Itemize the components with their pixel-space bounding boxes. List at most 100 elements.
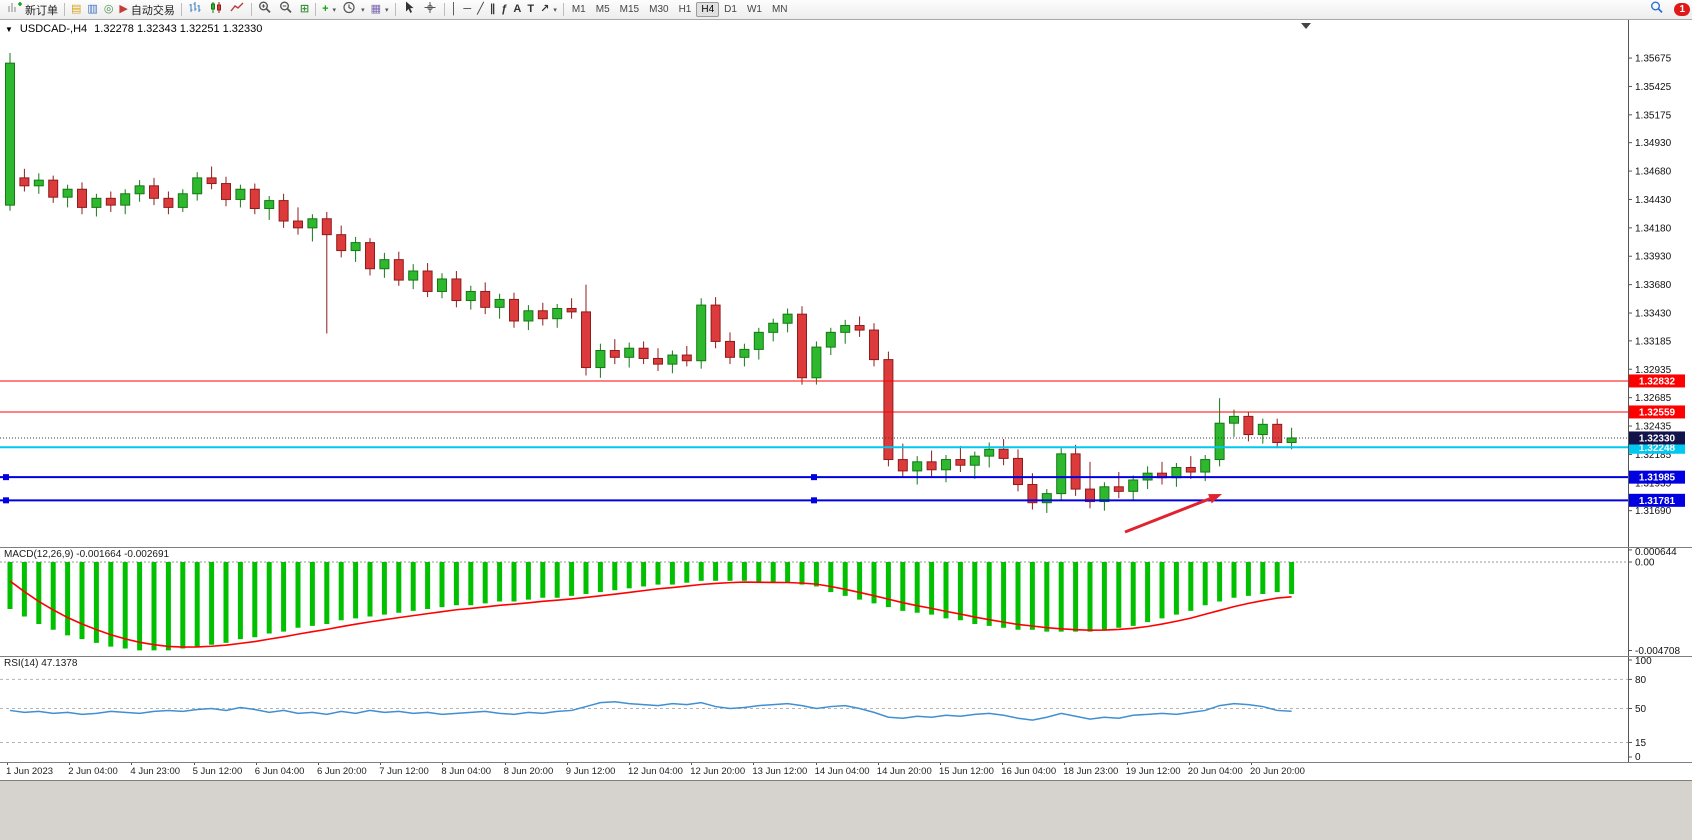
line-handle[interactable] [811, 474, 817, 481]
timeframe-m15-button[interactable]: M15 [619, 4, 640, 15]
timeframe-m30-button[interactable]: M30 [649, 4, 669, 15]
trendline-button[interactable]: ╱ [474, 1, 487, 18]
candle [609, 339, 620, 365]
horizontal-line-1.32330[interactable]: 1.32330 [0, 431, 1685, 445]
vertical-line-button[interactable]: │ [448, 1, 461, 18]
candlestick-chart-icon [209, 1, 224, 19]
crosshair-button[interactable] [420, 1, 441, 18]
timeframe-w1-button[interactable]: W1 [746, 4, 762, 15]
text-label-button[interactable]: T [524, 1, 537, 18]
trend-arrow[interactable] [1124, 494, 1222, 534]
templates-button[interactable]: ▦ ▾ [368, 1, 392, 18]
time-tick [255, 762, 257, 765]
candle [437, 273, 447, 299]
search-button[interactable] [1647, 1, 1668, 18]
dropdown-caret-icon[interactable]: ▾ [384, 6, 389, 14]
line-chart-button[interactable] [227, 1, 248, 18]
timeframe-m1-button[interactable]: M1 [571, 4, 586, 15]
candle [1272, 418, 1283, 449]
candle [77, 182, 87, 215]
macd-tick-label: 0.00 [1635, 558, 1655, 569]
time-tick [566, 762, 568, 765]
line-handle[interactable] [3, 474, 9, 481]
periods-button[interactable]: ▾ [339, 1, 368, 18]
price-badge: 1.31985 [1639, 473, 1676, 484]
panel-separator[interactable] [0, 547, 1692, 548]
new-order-button[interactable]: 新订单 [4, 1, 61, 18]
dropdown-caret-icon[interactable]: ▾ [553, 6, 557, 14]
autotrading-button[interactable]: ▶ 自动交易 [116, 1, 177, 18]
ohlc-values: 1.32278 1.32343 1.32251 1.32330 [94, 23, 263, 35]
arrows-button[interactable]: ↗ ▾ [537, 1, 560, 18]
price-tick-label: 1.33680 [1635, 280, 1672, 291]
channel-icon: ∥ [489, 3, 496, 15]
channel-button[interactable]: ∥ [487, 1, 499, 18]
line-handle[interactable] [811, 497, 817, 504]
horizontal-line-1.32248[interactable]: 1.32248 [0, 440, 1685, 454]
dropdown-caret-icon[interactable]: ▾ [361, 6, 365, 14]
bottom-strip [0, 780, 1692, 840]
candle [206, 166, 217, 190]
horizontal-line-1.31781[interactable]: 1.31781 [0, 493, 1685, 507]
data-window-button[interactable]: ▥ [84, 1, 100, 18]
candle [249, 183, 260, 215]
price-tick-label: 1.34680 [1635, 167, 1672, 178]
horizontal-line-1.32559[interactable]: 1.32559 [0, 405, 1685, 419]
timeframe-d1-button[interactable]: D1 [724, 4, 737, 15]
market-watch-button[interactable]: ▤ [68, 1, 84, 18]
candle [969, 451, 980, 479]
timeframe-h4-button[interactable]: H4 [696, 2, 720, 17]
candle [1157, 461, 1167, 485]
collapse-triangle-icon[interactable]: ▼ [5, 24, 13, 34]
zoom-in-button[interactable] [255, 1, 276, 18]
timeframe-mn-button[interactable]: MN [771, 4, 788, 15]
candle [883, 351, 894, 467]
candle [408, 264, 419, 290]
candle [998, 439, 1009, 466]
navigator-button[interactable]: ◎ [101, 1, 117, 18]
rsi-canvas[interactable]: 100 80 50 15 0 [0, 656, 1692, 762]
candle [696, 298, 707, 369]
indicators-button[interactable]: + ▾ [319, 1, 339, 18]
chart-shift-marker-icon[interactable] [1301, 23, 1311, 29]
time-label: 9 Jun 12:00 [565, 766, 616, 777]
line-handle[interactable] [3, 497, 9, 504]
main-chart-panel[interactable]: 1.35675 1.35425 1.35175 1.34930 1.34680 1.344… [0, 20, 1692, 547]
candle [595, 343, 606, 378]
candle [897, 443, 908, 478]
time-label: 20 Jun 20:00 [1250, 766, 1305, 777]
candle [1185, 456, 1196, 479]
timeframe-h1-button[interactable]: H1 [678, 4, 692, 15]
candle [91, 193, 102, 217]
horizontal-line-1.31985[interactable]: 1.31985 [0, 470, 1685, 484]
dropdown-caret-icon[interactable]: ▾ [332, 6, 337, 14]
text-button[interactable]: A [510, 1, 524, 18]
time-tick [940, 762, 941, 765]
toolbar-separator [180, 3, 182, 16]
horizontal-line-1.32832[interactable]: 1.32832 [0, 374, 1685, 388]
timeframe-m5-button[interactable]: M5 [595, 4, 610, 15]
time-label: 18 Jun 23:00 [1063, 766, 1119, 777]
bar-chart-button[interactable] [185, 1, 206, 18]
candle [753, 327, 764, 360]
main-chart-canvas[interactable]: 1.35675 1.35425 1.35175 1.34930 1.34680 1.344… [0, 20, 1692, 547]
macd-tick-label: 0.000644 [1635, 547, 1677, 558]
tile-windows-button[interactable]: ⊞ [297, 1, 312, 18]
rsi-level-label: 50 [1635, 704, 1647, 715]
rsi-panel[interactable]: 100 80 50 15 0 RSI(14) 47.1378 [0, 656, 1692, 762]
fibonacci-button[interactable]: ƒ [498, 1, 510, 18]
panel-separator[interactable] [0, 656, 1692, 657]
time-tick [380, 762, 382, 765]
notification-badge[interactable]: 1 [1674, 3, 1690, 16]
candlestick-chart-button[interactable] [206, 1, 227, 18]
horizontal-line-button[interactable]: ─ [460, 1, 474, 18]
cursor-button[interactable] [399, 1, 420, 18]
candle [278, 193, 289, 228]
price-tick-label: 1.31935 [1635, 478, 1672, 489]
time-tick [629, 762, 630, 765]
time-label: 14 Jun 04:00 [814, 766, 870, 777]
time-axis[interactable]: 1 Jun 2023 2 Jun 04:00 4 Jun 23:00 5 Jun 12… [0, 762, 1692, 780]
macd-panel[interactable]: 0.000644 0.00 -0.004708 MACD(12,26,9) -0.0… [0, 547, 1692, 656]
zoom-out-button[interactable] [276, 1, 297, 18]
